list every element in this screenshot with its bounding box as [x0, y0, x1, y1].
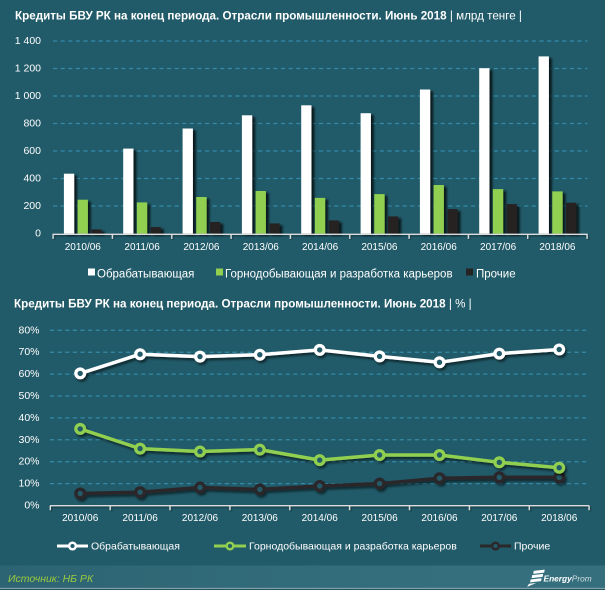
svg-text:400: 400 — [23, 173, 41, 185]
svg-text:Обрабатывающая: Обрабатывающая — [91, 541, 180, 553]
svg-text:30%: 30% — [18, 434, 39, 446]
svg-text:40%: 40% — [18, 412, 39, 424]
svg-text:2018/06: 2018/06 — [541, 513, 578, 524]
svg-text:Прочие: Прочие — [476, 269, 516, 281]
svg-text:2017/06: 2017/06 — [481, 513, 518, 524]
svg-text:2013/06: 2013/06 — [242, 513, 279, 524]
svg-text:2013/06: 2013/06 — [243, 242, 280, 253]
svg-text:200: 200 — [23, 200, 41, 212]
svg-text:20%: 20% — [18, 456, 39, 468]
svg-text:Кредиты БВУ РК на конец период: Кредиты БВУ РК на конец периода. Отрасли… — [14, 298, 472, 311]
svg-text:10%: 10% — [18, 478, 39, 490]
svg-text:70%: 70% — [18, 346, 39, 358]
svg-text:2011/06: 2011/06 — [124, 242, 160, 253]
svg-text:2017/06: 2017/06 — [480, 242, 517, 253]
svg-text:0: 0 — [35, 228, 41, 240]
svg-text:80%: 80% — [18, 324, 39, 336]
svg-text:2015/06: 2015/06 — [362, 513, 399, 524]
svg-text:2014/06: 2014/06 — [302, 513, 339, 524]
svg-text:Прочие: Прочие — [514, 541, 550, 553]
svg-text:2014/06: 2014/06 — [302, 242, 339, 253]
svg-text:Обрабатывающая: Обрабатывающая — [97, 269, 194, 281]
svg-text:2010/06: 2010/06 — [65, 242, 102, 253]
svg-text:2010/06: 2010/06 — [62, 513, 99, 524]
svg-text:60%: 60% — [18, 368, 39, 380]
svg-text:1 400: 1 400 — [15, 35, 41, 47]
svg-text:50%: 50% — [18, 390, 39, 402]
svg-text:2016/06: 2016/06 — [421, 242, 458, 253]
svg-text:2015/06: 2015/06 — [361, 242, 398, 253]
svg-text:2011/06: 2011/06 — [122, 513, 158, 524]
svg-text:2016/06: 2016/06 — [421, 513, 458, 524]
svg-text:800: 800 — [23, 118, 41, 130]
svg-text:2018/06: 2018/06 — [539, 242, 576, 253]
svg-text:2012/06: 2012/06 — [183, 242, 220, 253]
svg-text:Горнодобывающая и разработка к: Горнодобывающая и разработка карьеров — [249, 541, 457, 553]
svg-text:EnergyProm: EnergyProm — [544, 574, 592, 584]
svg-text:1 000: 1 000 — [15, 90, 41, 102]
svg-text:0%: 0% — [24, 500, 39, 512]
svg-text:Кредиты БВУ РК на конец период: Кредиты БВУ РК на конец периода. Отрасли… — [15, 9, 522, 22]
svg-text:Источник: НБ РК: Источник: НБ РК — [8, 573, 94, 585]
svg-text:Горнодобывающая и разработка к: Горнодобывающая и разработка карьеров — [225, 269, 453, 281]
svg-text:2012/06: 2012/06 — [182, 513, 219, 524]
svg-text:600: 600 — [23, 145, 41, 157]
svg-text:1 200: 1 200 — [15, 63, 41, 75]
